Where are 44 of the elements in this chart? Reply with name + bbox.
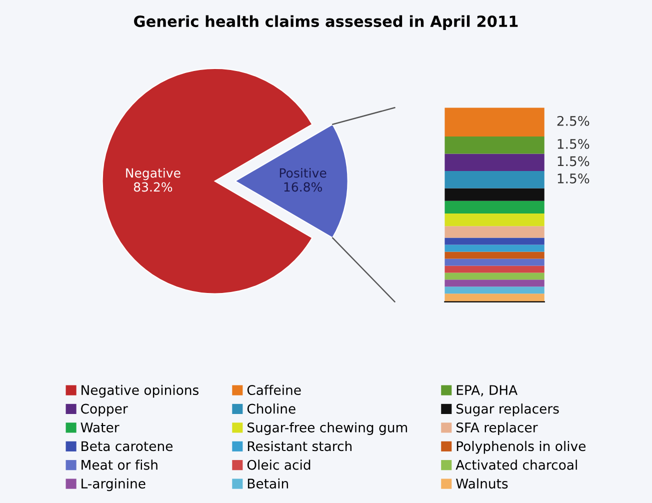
text: 1.5%: [558, 156, 590, 166]
bar: [444, 200, 544, 214]
legend-label: Polyphenols in olive: [456, 440, 586, 454]
bar: [444, 238, 544, 245]
legend-label: Water: [80, 422, 120, 432]
bar: [444, 294, 544, 302]
chart-title: Generic health claims assessed in April 2011: [134, 15, 518, 30]
legend-label: Meat or fish: [82, 460, 158, 470]
legend-label: Beta carotene: [82, 441, 173, 452]
bar: [444, 154, 544, 172]
legend-label: Oleic acid: [247, 460, 310, 470]
bar: [444, 188, 544, 201]
legend-label: Sugar-free chewing gum: [248, 422, 407, 436]
bar: [444, 272, 544, 280]
bar: [444, 136, 544, 154]
bar: [444, 171, 544, 188]
legend-label: L-arginine: [82, 478, 146, 492]
legend-label: Walnuts: [456, 478, 508, 489]
bar: [444, 214, 544, 226]
bar: [444, 244, 544, 252]
legend-label: Caffeine: [247, 384, 301, 396]
bar: [444, 266, 544, 273]
legend-label: EPA, DHA: [456, 385, 518, 396]
bar: [444, 280, 544, 287]
legend-label: Activated charcoal: [456, 460, 577, 470]
bar: [444, 108, 544, 136]
bar: [444, 226, 544, 238]
data-label: 83.2%: [134, 182, 172, 192]
legend-label: Copper: [81, 404, 128, 416]
bar: [444, 258, 544, 266]
slice-label: Negative: [126, 168, 180, 180]
bar: [444, 286, 544, 294]
legend-label: SFA replacer: [456, 422, 538, 436]
data-label: 16.8%: [284, 182, 322, 192]
legend-label: Sugar replacers: [456, 404, 559, 416]
text: 1.5%: [558, 173, 590, 184]
legend-label: Resistant starch: [248, 440, 352, 452]
legend-label: Betain: [248, 478, 288, 489]
legend-label: Choline: [247, 404, 296, 414]
text: 1.5%: [558, 138, 590, 149]
text: 2.5%: [557, 116, 590, 126]
slice-label: Positive: [280, 168, 326, 178]
legend-label: Negative opinions: [82, 384, 199, 398]
bar: [444, 252, 544, 259]
